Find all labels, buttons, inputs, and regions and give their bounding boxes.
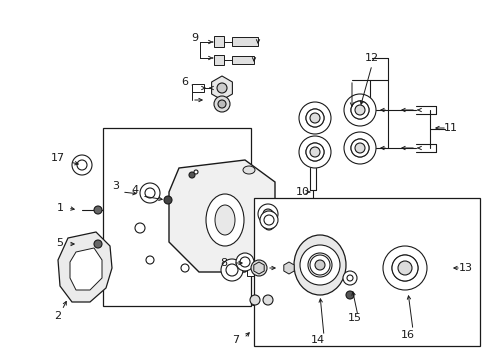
- Circle shape: [391, 255, 417, 281]
- Circle shape: [249, 295, 260, 305]
- Text: 15: 15: [347, 313, 361, 323]
- Ellipse shape: [215, 205, 235, 235]
- Text: 16: 16: [400, 330, 414, 340]
- Circle shape: [163, 196, 172, 204]
- Circle shape: [240, 257, 249, 267]
- Circle shape: [343, 94, 375, 126]
- Circle shape: [221, 259, 243, 281]
- Text: 7: 7: [232, 335, 239, 345]
- Ellipse shape: [262, 210, 275, 230]
- Circle shape: [135, 223, 145, 233]
- Circle shape: [145, 188, 155, 198]
- Circle shape: [305, 109, 324, 127]
- Circle shape: [236, 253, 253, 271]
- Circle shape: [72, 155, 92, 175]
- Circle shape: [194, 170, 198, 174]
- Text: 14: 14: [310, 335, 325, 345]
- Bar: [214, 55, 224, 65]
- Circle shape: [77, 160, 87, 170]
- Circle shape: [343, 132, 375, 164]
- Circle shape: [299, 245, 339, 285]
- Ellipse shape: [293, 235, 346, 295]
- Circle shape: [354, 105, 364, 115]
- Bar: [103, 128, 250, 306]
- Circle shape: [260, 211, 278, 229]
- Circle shape: [309, 113, 319, 123]
- Circle shape: [350, 139, 368, 157]
- Circle shape: [382, 246, 426, 290]
- Circle shape: [314, 260, 325, 270]
- Circle shape: [391, 255, 417, 281]
- Circle shape: [281, 260, 296, 276]
- Circle shape: [354, 143, 364, 153]
- Circle shape: [258, 204, 278, 224]
- Polygon shape: [70, 248, 102, 290]
- Circle shape: [342, 271, 356, 285]
- Circle shape: [250, 260, 266, 276]
- Bar: [231, 56, 253, 64]
- Circle shape: [350, 101, 368, 119]
- Text: 4: 4: [131, 185, 138, 195]
- Bar: [253, 198, 479, 346]
- Circle shape: [140, 183, 160, 203]
- Circle shape: [225, 264, 238, 276]
- Circle shape: [214, 96, 229, 112]
- Text: 12: 12: [364, 53, 378, 63]
- Bar: [192, 84, 203, 92]
- Circle shape: [350, 101, 368, 119]
- Circle shape: [298, 136, 330, 168]
- Text: 13: 13: [458, 263, 472, 273]
- Text: 8: 8: [220, 258, 227, 268]
- Text: 11: 11: [443, 123, 457, 133]
- Circle shape: [305, 143, 324, 161]
- Text: 10: 10: [295, 187, 309, 197]
- Text: 1: 1: [57, 203, 63, 213]
- Circle shape: [181, 264, 189, 272]
- Circle shape: [307, 253, 331, 277]
- Text: 9: 9: [191, 33, 198, 43]
- Circle shape: [263, 209, 272, 219]
- Text: 3: 3: [112, 181, 119, 191]
- Circle shape: [346, 291, 353, 299]
- Circle shape: [189, 172, 195, 178]
- Circle shape: [146, 256, 154, 264]
- Text: 17: 17: [51, 153, 65, 163]
- Circle shape: [309, 255, 329, 275]
- Ellipse shape: [243, 166, 254, 174]
- Circle shape: [305, 109, 324, 127]
- Circle shape: [397, 261, 411, 275]
- Bar: [214, 36, 224, 47]
- Polygon shape: [58, 232, 112, 302]
- Bar: [231, 37, 258, 46]
- Ellipse shape: [205, 194, 244, 246]
- Circle shape: [309, 147, 319, 157]
- Circle shape: [350, 139, 368, 157]
- Polygon shape: [211, 76, 232, 100]
- Circle shape: [94, 240, 102, 248]
- Polygon shape: [169, 160, 274, 272]
- Circle shape: [263, 295, 272, 305]
- Polygon shape: [283, 262, 294, 274]
- Circle shape: [217, 83, 226, 93]
- Bar: [246, 260, 266, 276]
- Text: 2: 2: [54, 311, 61, 321]
- Circle shape: [94, 206, 102, 214]
- Circle shape: [346, 275, 352, 281]
- Polygon shape: [253, 262, 264, 274]
- Circle shape: [305, 143, 324, 161]
- Circle shape: [264, 215, 273, 225]
- Text: 5: 5: [57, 238, 63, 248]
- Circle shape: [218, 100, 225, 108]
- Circle shape: [298, 102, 330, 134]
- Text: 6: 6: [181, 77, 188, 87]
